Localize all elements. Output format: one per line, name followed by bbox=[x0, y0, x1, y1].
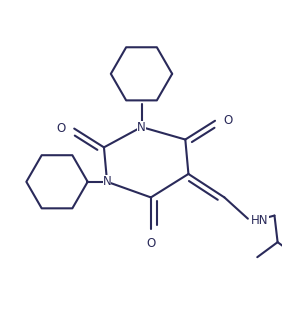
Text: N: N bbox=[137, 121, 146, 134]
Text: HN: HN bbox=[251, 214, 269, 227]
Text: O: O bbox=[146, 237, 156, 249]
Text: O: O bbox=[224, 114, 233, 127]
Text: N: N bbox=[103, 175, 112, 188]
Text: O: O bbox=[56, 122, 65, 135]
